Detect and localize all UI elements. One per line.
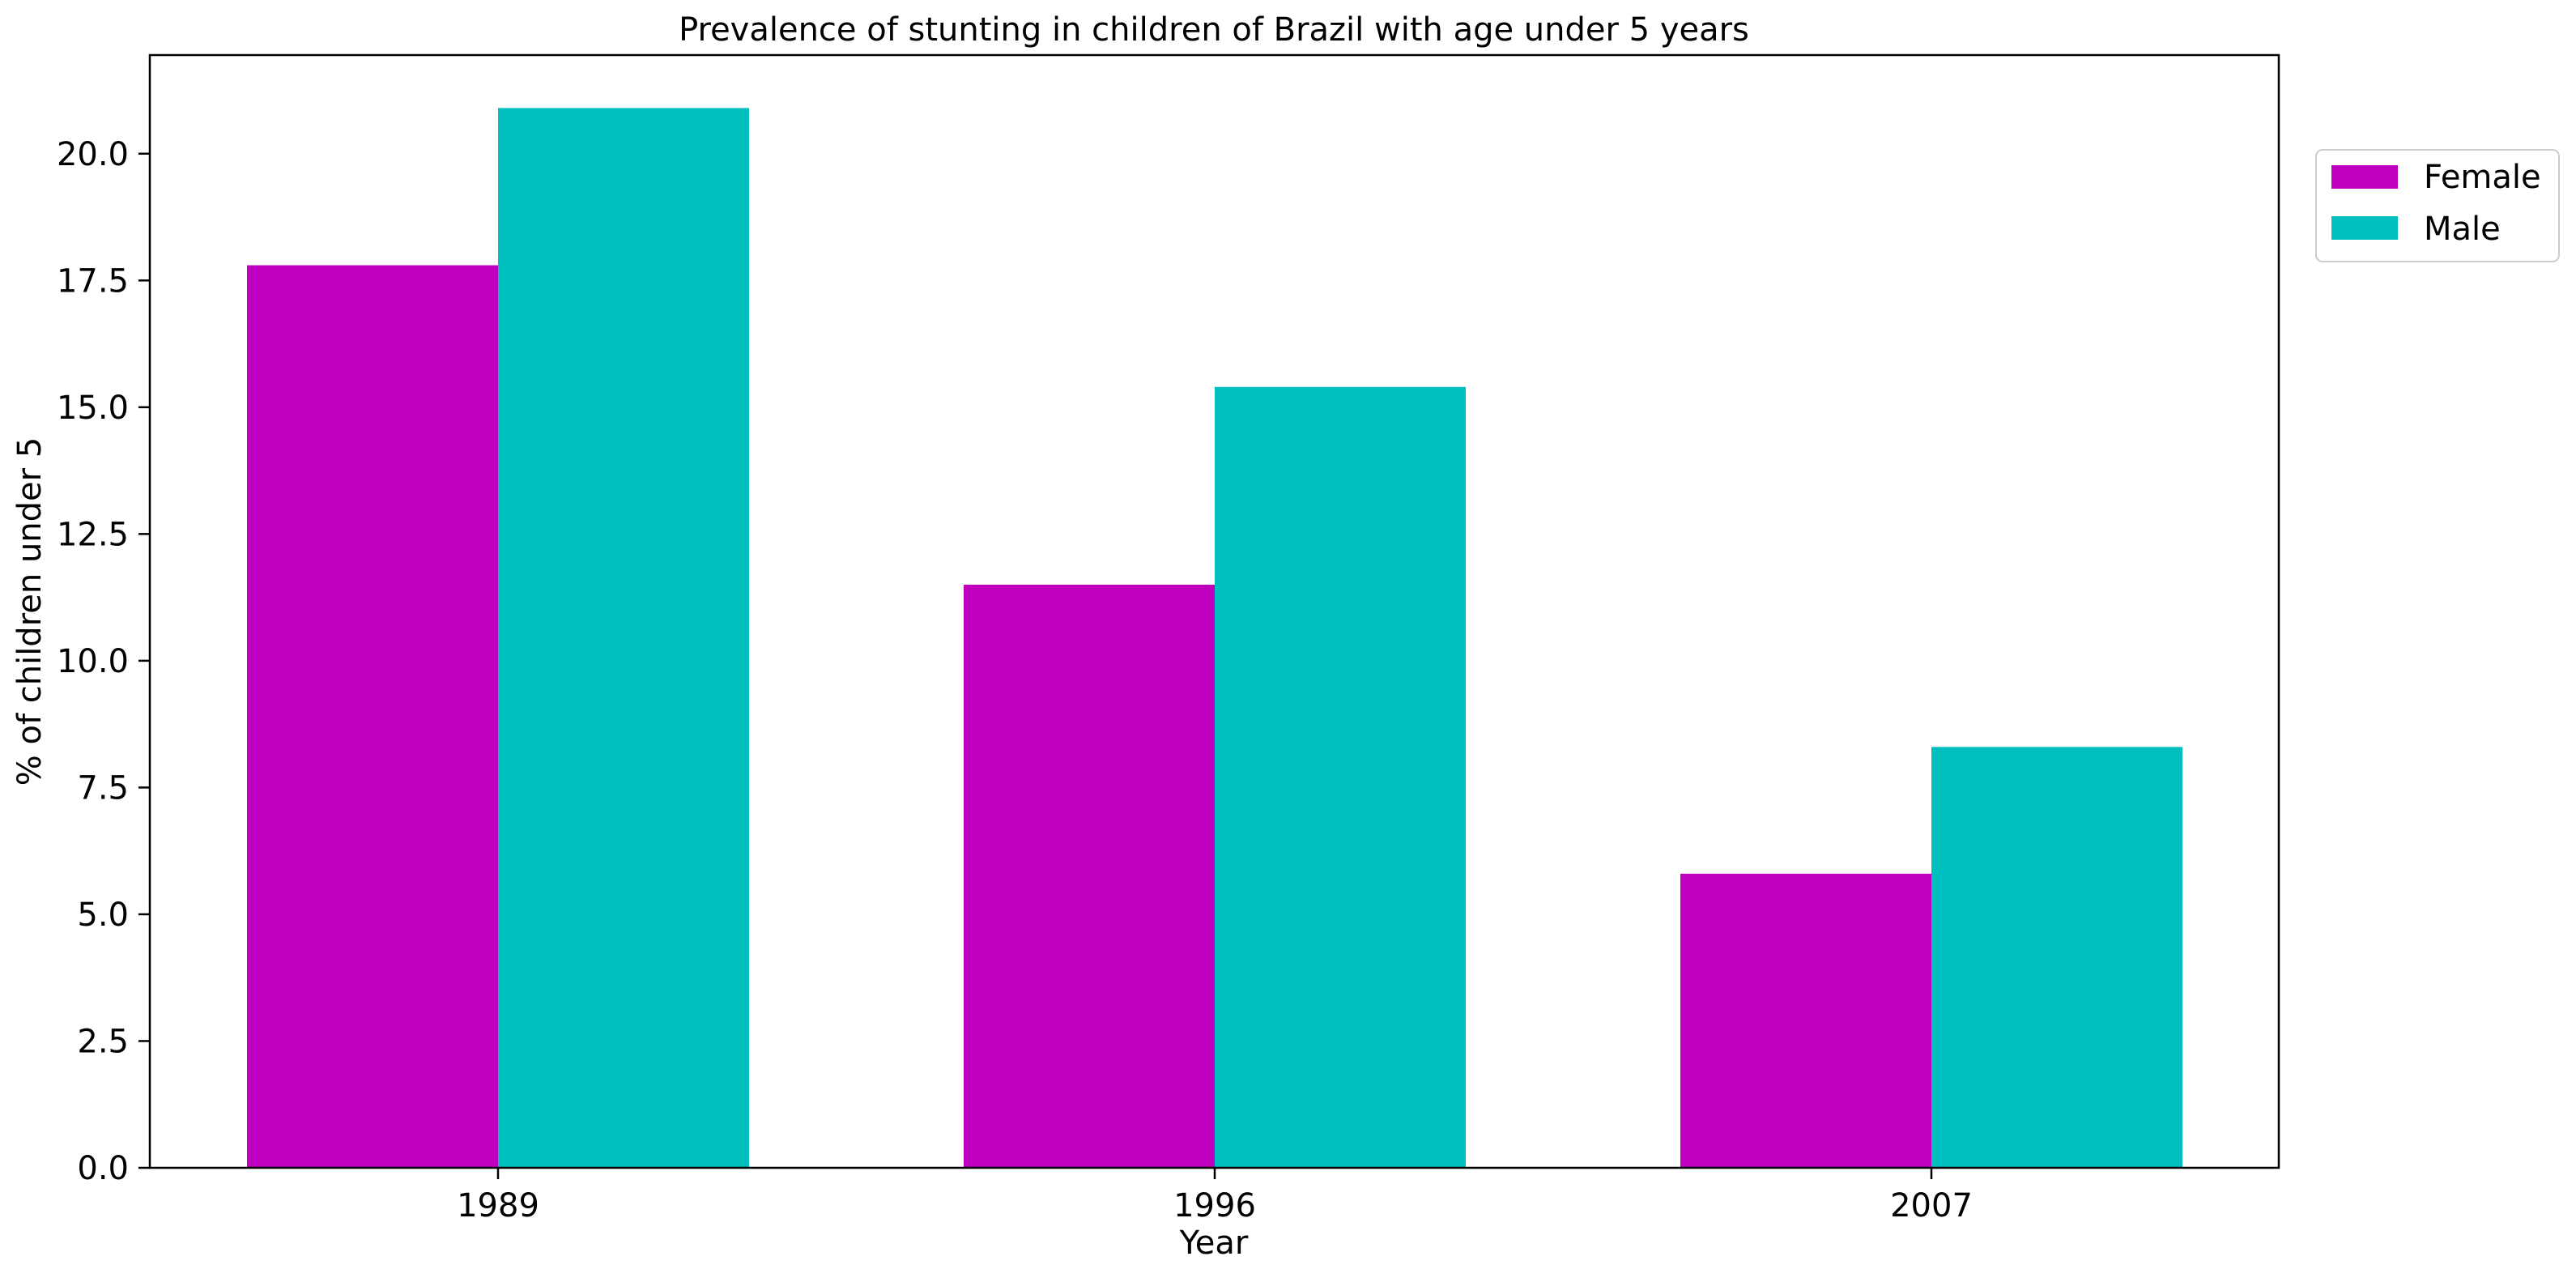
y-tick-label-10-0: 10.0 [57,643,129,680]
x-tick-label-2007: 2007 [1890,1187,1973,1225]
y-tick-label-7-5: 7.5 [77,769,129,807]
bar-male-2007 [1931,747,2182,1168]
y-tick-label-20-0: 20.0 [57,136,129,173]
bar-male-1996 [1215,386,1466,1169]
y-tick-label-5-0: 5.0 [77,897,129,934]
legend-label-female: Female [2424,159,2541,196]
y-tick-label-17-5: 17.5 [57,262,129,300]
y-tick-label-0-0: 0.0 [77,1150,129,1187]
y-axis: 0.0 2.5 5.0 7.5 10.0 12.5 15.0 17.5 20.0 [57,136,150,1187]
chart-title: Prevalence of stunting in children of Br… [679,11,1749,49]
x-tick-label-1996: 1996 [1173,1187,1256,1225]
x-tick-label-1989: 1989 [457,1187,539,1225]
bar-female-1989 [247,265,498,1168]
legend-swatch-female [2331,165,2398,189]
bar-male-1989 [498,108,749,1168]
y-tick-label-2-5: 2.5 [77,1023,129,1060]
y-axis-label: % of children under 5 [11,437,49,786]
x-axis: 1989 1996 2007 [457,1168,1973,1225]
bars-layer [247,108,2182,1169]
legend-swatch-male [2331,216,2398,240]
y-tick-label-12-5: 12.5 [57,516,129,553]
bar-female-2007 [1680,873,1931,1168]
legend-label-male: Male [2424,211,2501,248]
x-axis-label: Year [1179,1225,1249,1262]
legend: Female Male [2315,149,2560,262]
bar-female-1996 [964,584,1215,1168]
y-tick-label-15-0: 15.0 [57,390,129,427]
